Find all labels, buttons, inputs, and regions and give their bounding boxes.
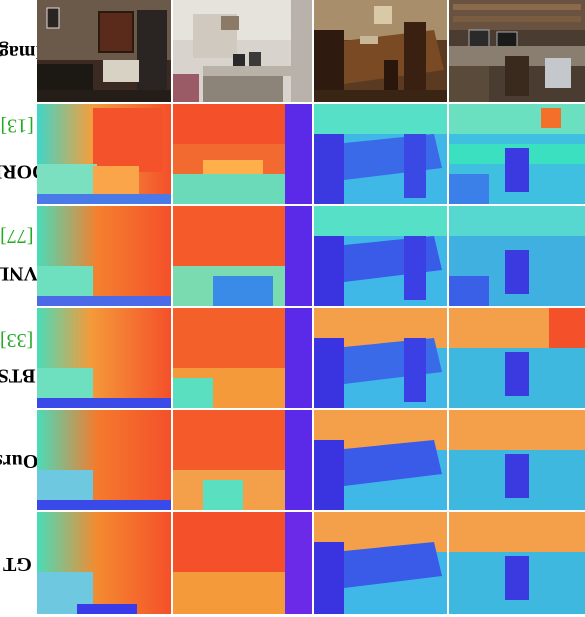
depth-map-dorn-cluttered-office bbox=[449, 104, 585, 204]
depth-map-vnl-dining bbox=[314, 206, 447, 306]
depth-map-bts-office bbox=[173, 308, 312, 408]
depth-map-ours-dining bbox=[314, 410, 447, 510]
depth-map-ours-bedroom bbox=[37, 410, 171, 510]
row-label-image: Image bbox=[0, 40, 44, 63]
depth-map-gt-cluttered-office bbox=[449, 512, 585, 614]
row-label-gt: GT bbox=[2, 552, 32, 575]
depth-map-gt-office bbox=[173, 512, 312, 614]
depth-map-vnl-bedroom bbox=[37, 206, 171, 306]
row-label-dorn: DORN [13] bbox=[0, 114, 47, 183]
rgb-image-office bbox=[173, 0, 312, 102]
rgb-image-dining bbox=[314, 0, 447, 102]
depth-map-gt-dining bbox=[314, 512, 447, 614]
depth-map-vnl-cluttered-office bbox=[449, 206, 585, 306]
depth-map-ours-office bbox=[173, 410, 312, 510]
depth-map-bts-dining bbox=[314, 308, 447, 408]
row-label-ours: Ours bbox=[0, 449, 39, 472]
depth-map-dorn-bedroom bbox=[37, 104, 171, 204]
citation-dorn: [13] bbox=[0, 114, 34, 137]
rgb-image-cluttered-office bbox=[449, 0, 585, 102]
citation-bts: [33] bbox=[0, 328, 34, 351]
depth-map-gt-bedroom bbox=[37, 512, 171, 614]
depth-map-dorn-office bbox=[173, 104, 312, 204]
row-label-vnl: VNL [77] bbox=[0, 224, 39, 285]
row-label-bts: BTS [33] bbox=[0, 328, 36, 387]
depth-map-ours-cluttered-office bbox=[449, 410, 585, 510]
depth-map-bts-bedroom bbox=[37, 308, 171, 408]
depth-map-bts-cluttered-office bbox=[449, 308, 585, 408]
depth-map-dorn-dining bbox=[314, 104, 447, 204]
citation-vnl: [77] bbox=[0, 224, 34, 247]
rgb-image-bedroom bbox=[37, 0, 171, 102]
depth-map-vnl-office bbox=[173, 206, 312, 306]
